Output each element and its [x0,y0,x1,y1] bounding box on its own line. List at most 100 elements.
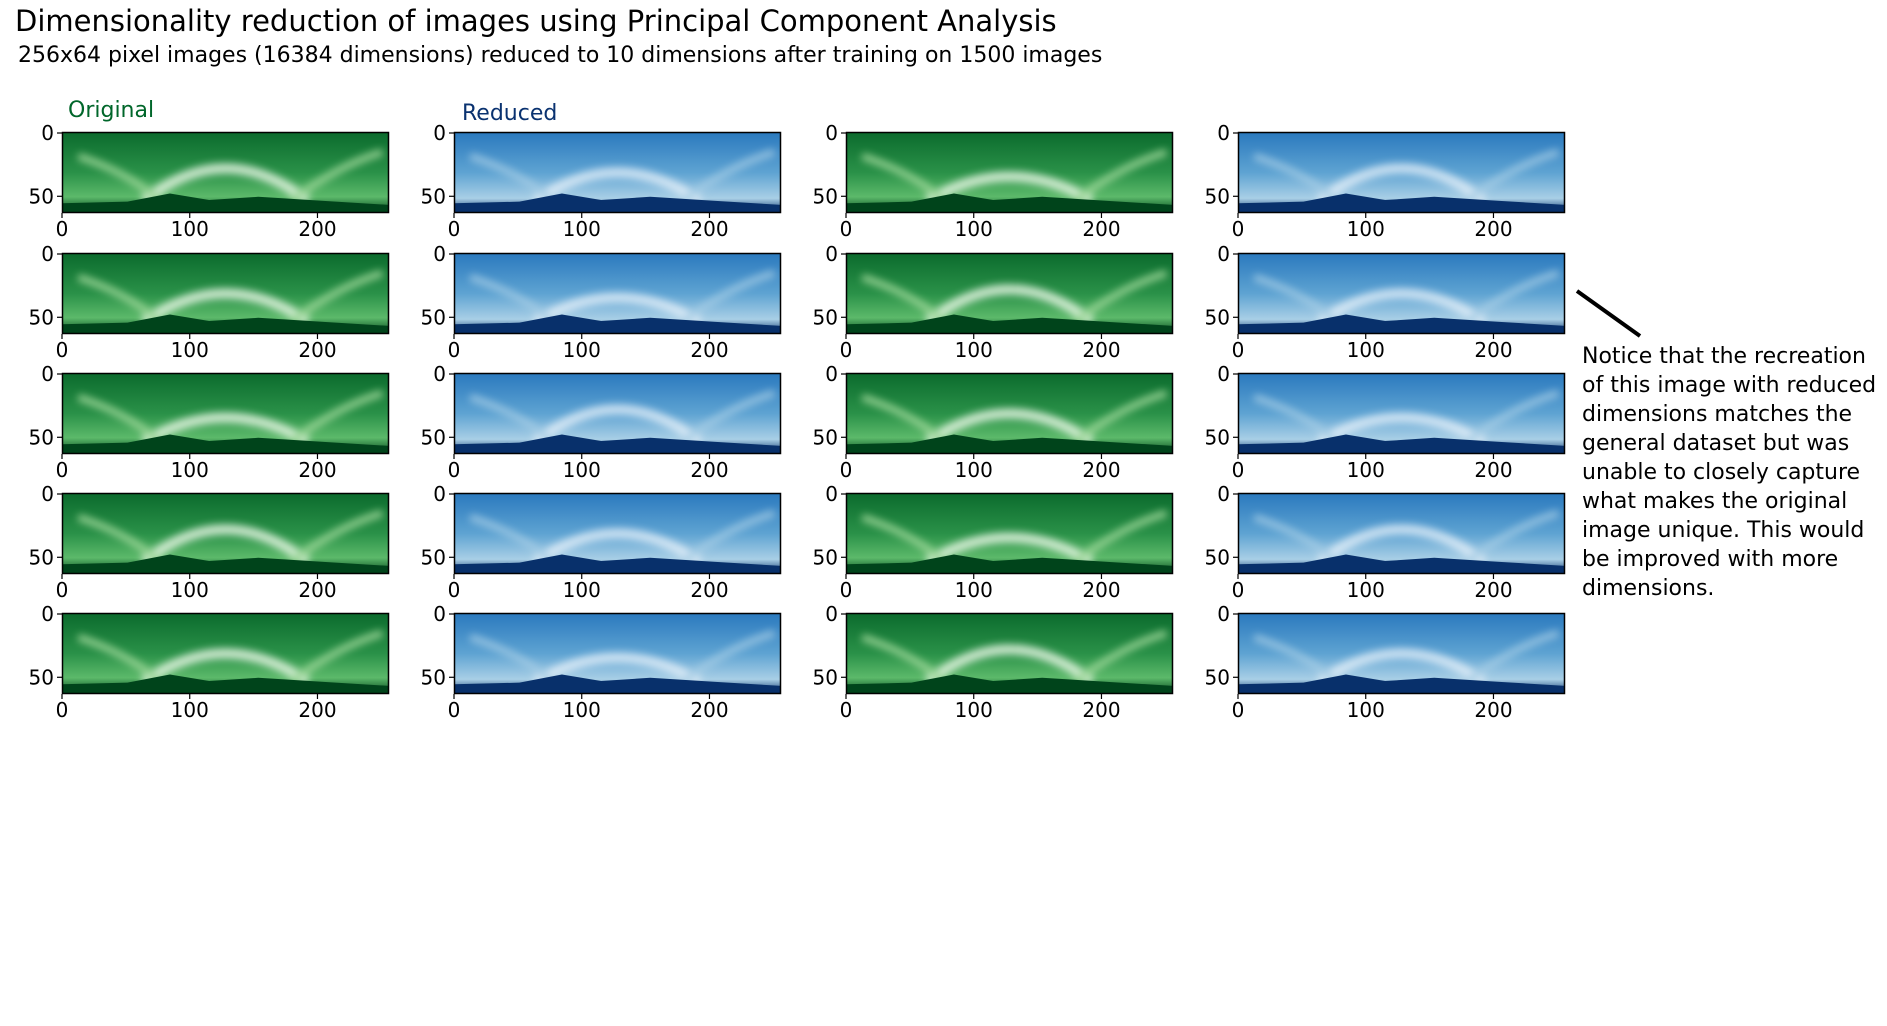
image-frame [1237,612,1566,695]
y-tick-label: 50 [421,184,446,208]
image-frame [845,612,1174,695]
image-frame [61,492,390,575]
image-frame [1237,492,1566,575]
x-tick-label: 200 [298,338,336,362]
horizon-silhouette [1238,674,1565,694]
x-tick-label: 100 [171,578,209,602]
reduced-image-panel: 0 100 200 0 50 [421,482,785,604]
x-tick-label: 100 [1347,578,1385,602]
y-tick-label: 0 [1217,482,1230,506]
y-tick-label: 50 [421,425,446,449]
y-tick-label: 0 [825,362,838,386]
x-tick-label: 200 [690,578,728,602]
horizon-silhouette [62,554,389,574]
x-tick-label: 200 [1474,458,1512,482]
x-tick-label: 100 [563,338,601,362]
x-tick-label: 0 [1232,217,1245,241]
horizon-silhouette [454,434,781,454]
x-tick-label: 0 [448,338,461,362]
annotation-line: general dataset but was [1582,431,1850,456]
image-frame [453,612,782,695]
x-tick-label: 100 [1347,698,1385,722]
image-frame [845,492,1174,575]
x-tick-label: 200 [298,698,336,722]
y-tick-label: 0 [1217,362,1230,386]
y-tick-label: 50 [1205,305,1230,329]
y-tick-label: 50 [1205,545,1230,569]
x-tick-label: 0 [56,338,69,362]
horizon-silhouette [1238,193,1565,213]
x-tick-label: 100 [955,578,993,602]
x-tick-label: 0 [448,217,461,241]
annotation-line: be improved with more [1582,547,1839,572]
reduced-image-panel: 0 100 200 0 50 [1205,242,1569,364]
y-tick-label: 50 [813,665,838,689]
y-tick-label: 50 [29,545,54,569]
annotation-line: Notice that the recreation [1582,344,1866,369]
y-tick-label: 50 [813,545,838,569]
horizon-silhouette [454,193,781,213]
reduced-image-panel: 0 100 200 0 50 [421,602,785,724]
x-tick-label: 100 [171,217,209,241]
y-tick-label: 0 [433,602,446,626]
horizon-silhouette [1238,434,1565,454]
chart-subtitle: 256x64 pixel images (16384 dimensions) r… [18,43,1103,68]
x-tick-label: 200 [690,338,728,362]
original-image-panel: 0 100 200 0 50 [29,121,393,243]
original-image-panel: 0 100 200 0 50 [29,242,393,364]
x-tick-label: 100 [563,578,601,602]
horizon-silhouette [62,434,389,454]
y-tick-label: 0 [1217,121,1230,145]
image-frame [845,252,1174,335]
annotation-line: image unique. This would [1582,518,1865,543]
reduced-image-panel: 0 100 200 0 50 [1205,121,1569,243]
x-tick-label: 0 [448,578,461,602]
original-image-panel: 0 100 200 0 50 [813,602,1177,724]
y-tick-label: 50 [29,305,54,329]
y-tick-label: 0 [41,362,54,386]
image-frame [453,131,782,214]
original-image-panel: 0 100 200 0 50 [813,242,1177,364]
y-tick-label: 0 [433,482,446,506]
x-tick-label: 100 [955,698,993,722]
horizon-silhouette [1238,554,1565,574]
original-image-panel: 0 100 200 0 50 [29,362,393,484]
horizon-silhouette [454,554,781,574]
x-tick-label: 200 [690,217,728,241]
original-image-panel: 0 100 200 0 50 [29,602,393,724]
chart-title: Dimensionality reduction of images using… [15,4,1057,38]
column-label-original: Original [68,98,155,123]
x-tick-label: 200 [690,698,728,722]
x-tick-label: 0 [56,458,69,482]
x-tick-label: 0 [1232,338,1245,362]
image-frame [61,612,390,695]
image-frame [61,131,390,214]
original-image-panel: 0 100 200 0 50 [813,482,1177,604]
x-tick-label: 100 [563,217,601,241]
x-tick-label: 0 [56,217,69,241]
original-image-panel: 0 100 200 0 50 [813,362,1177,484]
horizon-silhouette [846,434,1173,454]
image-frame [453,492,782,575]
x-tick-label: 200 [1082,338,1120,362]
image-frame [1237,372,1566,455]
y-tick-label: 50 [813,425,838,449]
y-tick-label: 50 [813,184,838,208]
annotation-line: what makes the original [1582,489,1848,514]
y-tick-label: 0 [41,602,54,626]
y-tick-label: 0 [825,602,838,626]
horizon-silhouette [454,314,781,334]
x-tick-label: 100 [955,338,993,362]
x-tick-label: 0 [840,338,853,362]
x-tick-label: 200 [1474,217,1512,241]
annotation-line: unable to closely capture [1582,460,1861,485]
y-tick-label: 50 [421,545,446,569]
horizon-silhouette [846,674,1173,694]
annotation-line: dimensions. [1582,576,1715,601]
reduced-image-panel: 0 100 200 0 50 [1205,602,1569,724]
image-frame [453,372,782,455]
column-label-reduced: Reduced [462,101,558,126]
y-tick-label: 50 [1205,184,1230,208]
x-tick-label: 0 [840,578,853,602]
x-tick-label: 200 [1474,338,1512,362]
